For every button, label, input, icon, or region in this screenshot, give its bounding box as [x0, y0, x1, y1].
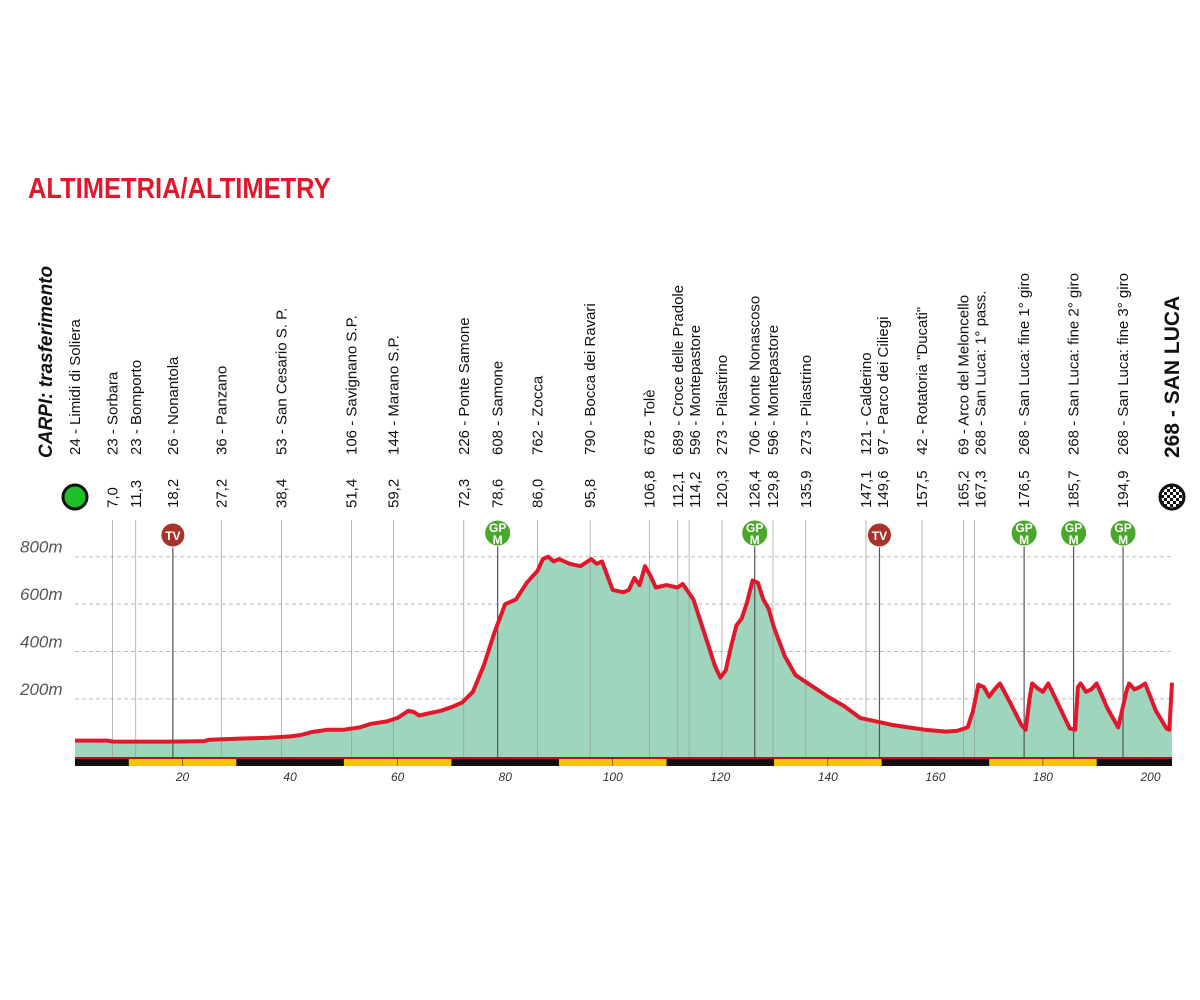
marker-label: GP: [1114, 521, 1131, 535]
y-tick-label: 400m: [20, 633, 63, 652]
marker-badge: [1109, 519, 1137, 547]
marker-label: TV: [872, 529, 887, 543]
waypoint-km: 51,4: [343, 479, 360, 508]
marker-label: M: [1118, 533, 1128, 547]
waypoint-name: 273 - Pilastrino: [714, 355, 731, 455]
waypoints: 23 - Sorbara 7,0 23 - Bomporto 11,3 26 - Non…: [105, 273, 1132, 757]
waypoint-name: 596 - Montepastore: [765, 325, 782, 455]
marker-label: TV: [165, 529, 180, 543]
elevation-line: [75, 554, 1174, 744]
waypoint-name: 69 - Arco del Meloncello: [955, 295, 972, 455]
y-tick-label: 800m: [20, 538, 63, 557]
waypoint-name: 762 - Zocca: [529, 375, 546, 455]
x-tick-label: 100: [603, 770, 623, 784]
y-tick-label: 200m: [19, 680, 63, 699]
marker-badge: [1010, 519, 1038, 547]
waypoint-km: 129,8: [765, 470, 782, 508]
finish-dot: [1158, 483, 1186, 511]
waypoint-km: 59,2: [385, 479, 402, 508]
waypoint-km: 18,2: [165, 479, 182, 508]
waypoint-km: 120,3: [714, 470, 731, 508]
waypoint-name: 608 - Samone: [490, 361, 507, 455]
waypoint-name: 268 - San Luca: fine 1° giro: [1016, 273, 1033, 455]
waypoint-name: 596 - Montepastore: [687, 325, 704, 455]
waypoint-name: 689 - Croce delle Pradole: [670, 285, 687, 455]
waypoint-name: 23 - Sorbara: [105, 371, 122, 455]
marker-label: GP: [1065, 521, 1082, 535]
x-tick-label: 20: [175, 770, 190, 784]
waypoint-km: 149,6: [875, 470, 892, 508]
waypoint-km: 185,7: [1066, 470, 1083, 508]
marker-badge: [741, 519, 769, 547]
waypoint-name: 273 - Pilastrino: [798, 355, 815, 455]
waypoint-km: 147,1: [858, 470, 875, 508]
waypoint-km: 167,3: [972, 470, 989, 508]
x-tick-label: 180: [1033, 770, 1053, 784]
marker-label: GP: [1015, 521, 1032, 535]
x-tick-label: 160: [925, 770, 945, 784]
marker-badge: [484, 519, 512, 547]
marker-badge: [160, 522, 186, 548]
y-tick-label: 600m: [20, 585, 63, 604]
waypoint-name: 23 - Bomporto: [128, 360, 145, 455]
waypoint-km: 157,5: [914, 470, 931, 508]
finish-label: 268 - SAN LUCA: [1161, 296, 1184, 458]
marker-badge: [1060, 519, 1088, 547]
waypoint-km: 135,9: [798, 470, 815, 508]
waypoint-name: 706 - Monte Nonascoso: [747, 296, 764, 455]
waypoint-km: 176,5: [1016, 470, 1033, 508]
first-waypoint: 24 - Limidi di Soliera: [67, 318, 84, 455]
waypoint-km: 11,3: [128, 480, 145, 508]
start-dot: [61, 483, 89, 511]
waypoint-name: 26 - Nonantola: [165, 356, 182, 455]
waypoint-km: 106,8: [641, 470, 658, 508]
waypoint-name: 268 - San Luca: fine 3° giro: [1115, 273, 1132, 455]
marker-label: M: [750, 533, 760, 547]
x-tick-label: 40: [283, 770, 297, 784]
marker-label: M: [1019, 533, 1029, 547]
chart-title: ALTIMETRIA/ALTIMETRY: [28, 171, 331, 204]
x-tick-label: 200: [1139, 770, 1160, 784]
marker-label: GP: [746, 521, 763, 535]
waypoint-km: 194,9: [1115, 470, 1132, 508]
x-tick-label: 80: [499, 770, 513, 784]
waypoint-km: 126,4: [747, 470, 764, 508]
waypoint-name: 144 - Marano S.P.: [385, 335, 402, 455]
waypoint-km: 165,2: [955, 470, 972, 508]
elevation-area: [75, 556, 1172, 757]
marker-label: M: [493, 533, 503, 547]
waypoint-km: 95,8: [582, 479, 599, 508]
waypoint-name: 790 - Bocca dei Ravari: [582, 303, 599, 455]
waypoint-km: 38,4: [273, 479, 290, 508]
waypoint-km: 112,1: [670, 472, 687, 508]
waypoint-name: 268 - San Luca: 1° pass.: [972, 291, 989, 455]
x-tick-label: 140: [818, 770, 838, 784]
waypoint-name: 268 - San Luca: fine 2° giro: [1066, 273, 1083, 455]
waypoint-km: 114,2: [687, 472, 704, 508]
waypoint-name: 106 - Savignano S.P.: [343, 315, 360, 455]
x-tick-label: 120: [710, 770, 730, 784]
waypoint-name: 42 - Rotatoria "Ducati": [914, 307, 931, 455]
waypoint-km: 72,3: [456, 479, 473, 508]
marker-badge: [866, 522, 892, 548]
waypoint-name: 678 - Tolè: [641, 389, 658, 455]
start-label: CARPI: trasferimento: [36, 266, 57, 458]
waypoint-name: 53 - San Cesario S. P.: [273, 308, 290, 455]
waypoint-name: 36 - Panzano: [213, 366, 230, 455]
waypoint-km: 86,0: [529, 479, 546, 508]
marker-label: GP: [489, 521, 506, 535]
waypoint-name: 121 - Calderino: [858, 352, 875, 455]
waypoint-km: 27,2: [213, 479, 230, 508]
waypoint-name: 226 - Ponte Samone: [456, 317, 473, 455]
x-tick-label: 60: [391, 770, 405, 784]
waypoint-name: 97 - Parco dei Ciliegi: [875, 317, 892, 455]
waypoint-km: 7,0: [105, 487, 122, 508]
marker-label: M: [1069, 533, 1079, 547]
waypoint-km: 78,6: [490, 479, 507, 508]
